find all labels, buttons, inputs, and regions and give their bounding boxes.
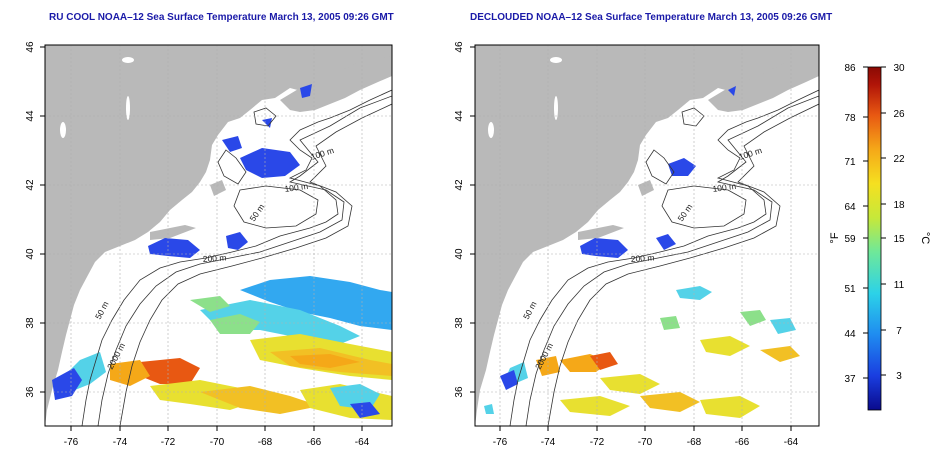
y-tick-label: 42 xyxy=(25,179,36,191)
left-map-title: RU COOL NOAA–12 Sea Surface Temperature … xyxy=(49,12,394,23)
lake xyxy=(554,96,558,120)
lake xyxy=(550,57,562,63)
lake xyxy=(126,96,130,120)
y-tick-label: 36 xyxy=(454,386,465,398)
x-tick-label: -72 xyxy=(590,437,605,448)
celsius-tick: 26 xyxy=(893,109,905,120)
nova-scotia xyxy=(280,56,392,112)
sst-data xyxy=(484,86,800,418)
fahrenheit-tick: 71 xyxy=(844,157,856,168)
left-map-area: 100 m 100 m 50 m 200 m 50 m 2000 m xyxy=(25,41,393,448)
fahrenheit-tick: 44 xyxy=(844,329,856,340)
bathymetry-contours xyxy=(81,89,392,426)
x-tick-label: -74 xyxy=(113,437,128,448)
sst-data xyxy=(52,84,392,420)
y-tick-label: 44 xyxy=(25,110,36,122)
x-tick-label: -64 xyxy=(784,437,799,448)
y-tick-label: 40 xyxy=(25,248,36,260)
colorbar: 86 78 71 64 59 51 44 37 30 26 22 18 15 1… xyxy=(829,63,931,411)
x-tick-label: -72 xyxy=(161,437,176,448)
y-tick-label: 46 xyxy=(454,41,465,53)
contour-label: 200 m xyxy=(202,252,226,264)
fahrenheit-tick: 86 xyxy=(844,63,856,74)
y-tick-label: 40 xyxy=(454,248,465,260)
fahrenheit-tick: 64 xyxy=(844,202,856,213)
long-island xyxy=(578,225,624,240)
lake xyxy=(122,57,134,63)
map-frame xyxy=(474,44,820,427)
right-map-area: 100 m 100 m 50 m 200 m 50 m 2000 m xyxy=(454,41,820,448)
contour-label: 100 m xyxy=(284,181,309,194)
y-tick-label: 44 xyxy=(454,110,465,122)
right-map-title: DECLOUDED NOAA–12 Sea Surface Temperatur… xyxy=(470,12,833,23)
grid-lines xyxy=(45,45,392,426)
x-tick-label: -66 xyxy=(307,437,322,448)
contour-label: 200 m xyxy=(630,252,654,264)
fahrenheit-tick: 59 xyxy=(844,234,856,245)
bathymetry-contours xyxy=(509,89,819,426)
x-tick-label: -68 xyxy=(687,437,702,448)
x-tick-label: -70 xyxy=(638,437,653,448)
land-mass xyxy=(45,45,392,426)
y-tick-label: 42 xyxy=(454,179,465,191)
celsius-tick: 3 xyxy=(896,371,902,382)
cape-cod xyxy=(210,180,226,196)
long-island xyxy=(150,225,196,240)
x-tick-label: -76 xyxy=(493,437,508,448)
land-mass xyxy=(475,45,819,426)
x-tick-label: -70 xyxy=(210,437,225,448)
x-tick-label: -76 xyxy=(64,437,79,448)
y-tick-label: 38 xyxy=(25,317,36,329)
x-tick-label: -68 xyxy=(258,437,273,448)
y-tick-label: 38 xyxy=(454,317,465,329)
fahrenheit-tick: 78 xyxy=(844,113,856,124)
grid-lines xyxy=(475,45,819,426)
celsius-tick: 7 xyxy=(896,326,902,337)
colorbar-gradient xyxy=(867,66,882,411)
celsius-tick: 30 xyxy=(893,63,905,74)
lake xyxy=(488,122,494,138)
y-tick-label: 36 xyxy=(25,386,36,398)
fahrenheit-unit-label: °F xyxy=(829,232,841,243)
fahrenheit-tick: 51 xyxy=(844,284,856,295)
map-frame xyxy=(44,44,393,427)
celsius-tick: 15 xyxy=(893,234,905,245)
cape-cod xyxy=(638,180,654,196)
celsius-tick: 22 xyxy=(893,154,905,165)
x-tick-label: -64 xyxy=(355,437,370,448)
celsius-unit-label: °C xyxy=(919,232,931,244)
x-tick-label: -74 xyxy=(541,437,556,448)
celsius-tick: 18 xyxy=(893,200,905,211)
lake xyxy=(60,122,66,138)
x-tick-label: -66 xyxy=(735,437,750,448)
contour-label: 100 m xyxy=(712,181,737,194)
y-tick-label: 46 xyxy=(25,41,36,53)
fahrenheit-tick: 37 xyxy=(844,374,856,385)
celsius-tick: 11 xyxy=(894,280,905,291)
